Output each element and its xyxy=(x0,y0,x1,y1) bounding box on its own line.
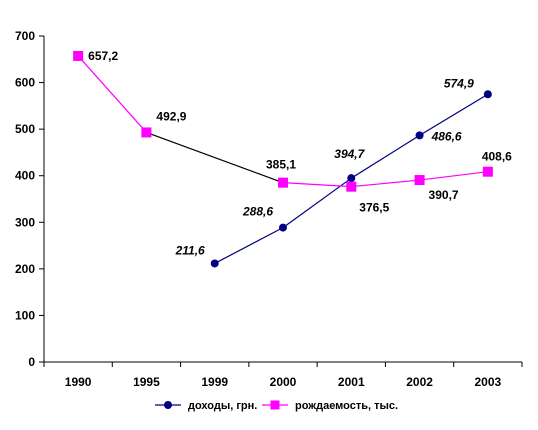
legend: доходы, грн. рождаемость, тыс. xyxy=(155,400,398,412)
data-label: 211,6 xyxy=(175,243,205,257)
x-tick-label: 1990 xyxy=(65,375,92,389)
series-line-segment xyxy=(146,131,284,184)
data-label: 657,2 xyxy=(88,49,118,63)
y-tick-label: 600 xyxy=(15,76,35,90)
series-line-segment xyxy=(419,171,488,181)
data-label: 385,1 xyxy=(266,158,296,172)
data-point xyxy=(414,175,425,186)
data-point xyxy=(483,90,492,99)
legend-marker xyxy=(270,400,280,410)
y-tick-label: 700 xyxy=(15,29,35,43)
x-tick-label: 2001 xyxy=(338,375,365,389)
data-label: 408,6 xyxy=(482,150,512,164)
data-label: 486,6 xyxy=(431,129,462,143)
legend-marker xyxy=(164,401,172,409)
data-point xyxy=(347,174,356,183)
series-line-segment xyxy=(350,134,420,179)
legend-item-1: рождаемость, тыс. xyxy=(262,400,398,412)
x-tick-label: 1999 xyxy=(201,375,228,389)
series-line-segment xyxy=(77,55,147,133)
y-tick-label: 0 xyxy=(28,355,35,369)
data-label: 288,6 xyxy=(242,205,273,219)
y-tick-label: 100 xyxy=(15,308,35,322)
data-point xyxy=(278,177,288,188)
data-label: 492,9 xyxy=(156,109,186,123)
data-point xyxy=(210,259,219,268)
legend-item-0: доходы, грн. xyxy=(155,400,257,412)
legend-label: рождаемость, тыс. xyxy=(295,400,398,412)
data-label: 394,7 xyxy=(334,147,365,161)
y-tick-label: 500 xyxy=(15,122,35,136)
x-tick-label: 2000 xyxy=(270,375,297,389)
series-layer xyxy=(73,50,493,268)
series-line-segment xyxy=(419,93,489,136)
series-1 xyxy=(73,50,493,192)
data-point xyxy=(346,181,357,192)
data-point xyxy=(279,223,287,232)
y-tick-label: 200 xyxy=(15,262,35,276)
series-line-segment xyxy=(351,179,420,188)
y-tick-label: 300 xyxy=(15,215,35,229)
series-line-segment xyxy=(282,182,352,188)
data-point xyxy=(482,166,493,177)
data-point xyxy=(73,50,84,61)
x-tick-label: 2002 xyxy=(406,375,433,389)
series-0 xyxy=(210,90,492,268)
x-tick-label: 1995 xyxy=(133,375,160,389)
data-point xyxy=(415,131,424,140)
data-labels: 211,6 288,6 394,7 486,6 574,9 657,2 492,9 385,1… xyxy=(88,49,512,258)
series-line-segment xyxy=(214,227,284,264)
y-tick-label: 400 xyxy=(15,169,35,183)
x-tick-label: 2003 xyxy=(475,375,502,389)
axes: 0 100 200 300 400 500 600 700 1990 1995 1999 2000 20… xyxy=(15,29,523,389)
legend-label: доходы, грн. xyxy=(188,400,257,412)
data-label: 574,9 xyxy=(444,76,474,90)
data-label: 376,5 xyxy=(359,201,389,215)
data-point xyxy=(141,127,152,138)
data-label: 390,7 xyxy=(429,188,459,202)
